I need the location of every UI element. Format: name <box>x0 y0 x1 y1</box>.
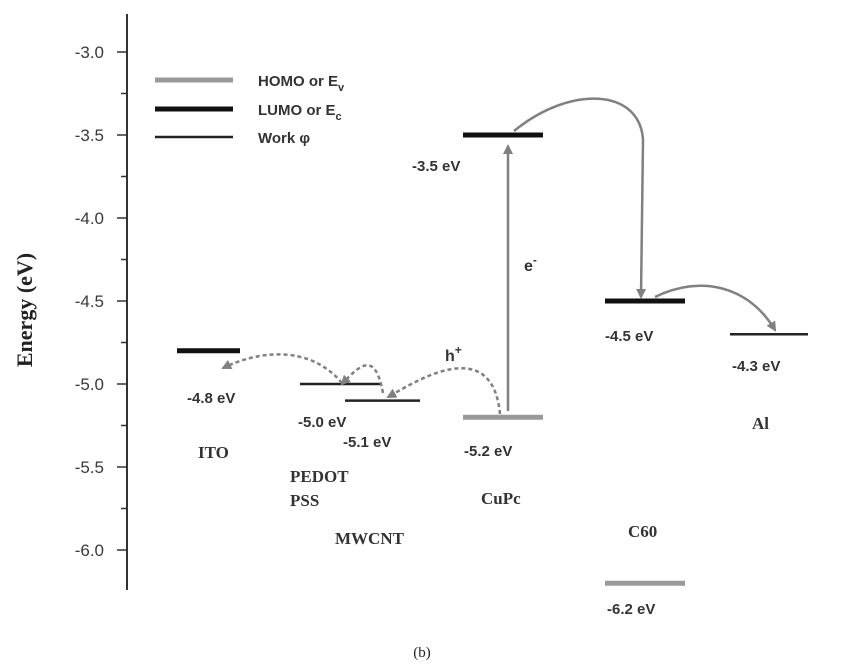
figure-caption: (b) <box>413 645 431 661</box>
legend: HOMO or Ev LUMO or Ec Work φ <box>155 73 345 147</box>
transport-arrows <box>221 97 777 415</box>
y-axis-title: Energy (eV) <box>12 253 37 367</box>
y-tick-label: -3.5 <box>75 126 104 145</box>
value-label-cupc-homo: -5.2 eV <box>464 443 512 460</box>
value-label-c60-lumo: -4.5 eV <box>605 328 653 345</box>
y-tick-label: -4.5 <box>75 292 104 311</box>
material-label-mwcnt: MWCNT <box>335 529 405 548</box>
hole-transfer-arrow-ito <box>221 353 343 384</box>
legend-label-homo: HOMO or Ev <box>258 73 345 94</box>
y-tick-label: -5.0 <box>75 375 104 394</box>
material-label-pedot-line1: PEDOT <box>290 467 349 486</box>
legend-label-work: Work φ <box>258 130 310 147</box>
y-tick-label: -6.0 <box>75 541 104 560</box>
value-label-mwcnt: -5.1 eV <box>343 434 391 451</box>
value-label-al: -4.3 eV <box>732 358 780 375</box>
legend-label-lumo: LUMO or Ec <box>258 102 342 123</box>
electron-label: e- <box>524 253 537 275</box>
hole-transfer-arrow-pedot <box>340 364 385 394</box>
y-tick-label: -4.0 <box>75 209 104 228</box>
y-tick-label: -5.5 <box>75 458 104 477</box>
y-tick-label: -3.0 <box>75 43 104 62</box>
material-label-ito: ITO <box>198 443 229 462</box>
y-axis-ticks: -3.0 -3.5 -4.0 -4.5 -5.0 -5.5 -6.0 <box>75 43 127 560</box>
value-label-c60-homo: -6.2 eV <box>607 601 655 618</box>
material-label-c60: C60 <box>628 522 657 541</box>
energy-levels <box>177 132 808 586</box>
material-label-al: Al <box>752 414 769 433</box>
value-label-pedot: -5.0 eV <box>298 414 346 431</box>
electron-transfer-arrow-c60 <box>513 97 647 299</box>
value-label-cupc-lumo: -3.5 eV <box>412 158 460 175</box>
electron-transfer-arrow-al <box>654 284 777 332</box>
material-label-pedot-line2: PSS <box>290 491 319 510</box>
hole-label: h+ <box>445 343 462 365</box>
value-label-ito: -4.8 eV <box>187 390 235 407</box>
hole-transfer-arrow-mwcnt <box>386 367 502 415</box>
material-label-cupc: CuPc <box>481 489 521 508</box>
